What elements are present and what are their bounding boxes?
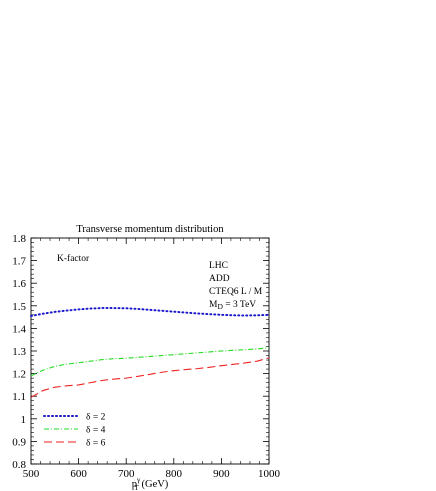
series-line-2 bbox=[30, 347, 270, 377]
legend-label-2: δ = 4 bbox=[86, 426, 106, 436]
annotation-pdf: CTEQ6 L / M bbox=[209, 287, 263, 297]
legend: δ = 2 δ = 4 δ = 6 bbox=[43, 413, 106, 449]
y-tick-label: 1.6 bbox=[12, 278, 26, 290]
annotation-kfactor: K-factor bbox=[57, 253, 90, 264]
y-tick-label: 1.5 bbox=[12, 301, 26, 313]
legend-label-1: δ = 2 bbox=[86, 413, 106, 423]
annotation-model: ADD bbox=[209, 274, 230, 284]
series-layer bbox=[30, 307, 270, 398]
chart-title: Transverse momentum distribution bbox=[76, 224, 224, 235]
series-line-3 bbox=[30, 357, 270, 398]
annotation-scale-value: = 3 TeV bbox=[223, 300, 256, 310]
y-tick-label: 1.8 bbox=[12, 233, 26, 245]
y-tick-label: 1.7 bbox=[12, 256, 26, 268]
y-tick-label: 0.8 bbox=[12, 459, 26, 471]
y-tick-label: 1.1 bbox=[12, 391, 26, 403]
annotation-scale-main: M bbox=[209, 300, 218, 310]
series-line-1 bbox=[30, 307, 270, 317]
x-tick-label: 900 bbox=[213, 468, 230, 480]
y-tick-label: 1.4 bbox=[12, 323, 26, 335]
x-axis-title-sub: T bbox=[134, 483, 139, 491]
y-tick-label: 0.9 bbox=[12, 436, 26, 448]
annotations: K-factor LHC ADD CTEQ6 L / M MD = 3 TeV bbox=[57, 253, 263, 311]
y-tick-label: 1 bbox=[21, 414, 27, 426]
x-axis-title: pγ T (GeV) bbox=[132, 475, 169, 491]
annotation-scale: MD = 3 TeV bbox=[209, 300, 256, 311]
legend-label-3: δ = 6 bbox=[86, 439, 106, 449]
axis-ticks bbox=[30, 237, 270, 465]
x-tick-label: 800 bbox=[166, 468, 183, 480]
y-tick-label: 1.3 bbox=[12, 346, 26, 358]
x-axis-title-sup: γ bbox=[136, 475, 141, 484]
x-tick-label: 1000 bbox=[258, 468, 281, 480]
x-axis-title-main: p bbox=[132, 479, 137, 490]
x-tick-label: 700 bbox=[118, 468, 135, 480]
x-tick-label: 600 bbox=[70, 468, 87, 480]
y-tick-label: 1.2 bbox=[12, 369, 26, 381]
x-axis-title-unit: (GeV) bbox=[139, 479, 169, 490]
plot-frame bbox=[30, 237, 270, 465]
x-tick-label: 500 bbox=[23, 468, 40, 480]
annotation-scale-sub: D bbox=[217, 302, 223, 311]
annotation-collider: LHC bbox=[209, 261, 228, 271]
axis-tick-labels: 500 600 700 800 900 1000 0.8 0.9 1 1.1 1.2 1.3 1.4 1.… bbox=[12, 233, 280, 480]
